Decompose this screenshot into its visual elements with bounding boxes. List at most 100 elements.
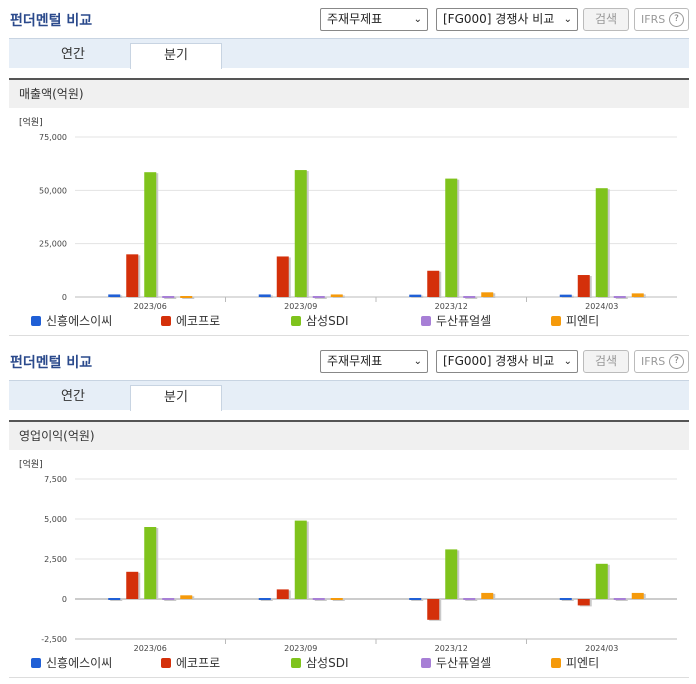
compare-select[interactable]: [FG000] 경쟁사 비교 ⌄ bbox=[436, 350, 578, 373]
y-tick-label: -2,500 bbox=[41, 635, 67, 644]
legend-label: 피엔티 bbox=[566, 314, 600, 328]
legend-label: 삼성SDI bbox=[306, 314, 349, 328]
bar bbox=[108, 598, 121, 600]
compare-select-value: [FG000] 경쟁사 비교 bbox=[443, 12, 555, 26]
bar bbox=[427, 599, 440, 620]
bar bbox=[481, 292, 494, 297]
legend-swatch bbox=[291, 316, 301, 326]
bar bbox=[180, 595, 193, 599]
y-tick-label: 25,000 bbox=[39, 240, 67, 249]
y-tick-label: 50,000 bbox=[39, 186, 67, 195]
bar bbox=[312, 296, 325, 298]
bar bbox=[631, 293, 644, 297]
y-tick-label: 0 bbox=[62, 595, 67, 604]
legend-swatch bbox=[31, 316, 41, 326]
bar bbox=[409, 598, 422, 600]
bar bbox=[144, 172, 157, 297]
bar bbox=[144, 527, 157, 599]
bar bbox=[294, 170, 307, 297]
search-button[interactable]: 검색 bbox=[583, 350, 629, 373]
legend-label: 에코프로 bbox=[176, 656, 221, 670]
ifrs-help-button[interactable]: IFRS ? bbox=[634, 350, 689, 373]
legend-swatch bbox=[31, 658, 41, 668]
y-tick-label: 75,000 bbox=[39, 133, 67, 142]
x-tick-label: 2024/03 bbox=[585, 302, 618, 310]
ifrs-label: IFRS bbox=[641, 13, 666, 26]
bar bbox=[463, 296, 476, 298]
legend-item[interactable]: 에코프로 bbox=[161, 655, 220, 671]
statement-select[interactable]: 주재무제표 ⌄ bbox=[320, 8, 428, 31]
x-tick-label: 2023/09 bbox=[284, 302, 317, 310]
legend-label: 신흥에스이씨 bbox=[46, 314, 113, 328]
bar bbox=[409, 294, 422, 297]
bar bbox=[162, 296, 175, 298]
fundamental-panel-operating-profit: 펀더멘털 비교 주재무제표 ⌄ [FG000] 경쟁사 비교 ⌄ 검색 IFRS… bbox=[0, 342, 696, 684]
unit-label: [억원] bbox=[19, 458, 43, 470]
period-tabs: 연간 분기 bbox=[9, 380, 689, 411]
bar bbox=[108, 294, 121, 297]
operating-profit-chart: [억원] 7,500 5,000 2,500 0 -2,500 2023/06 2023/09… bbox=[9, 452, 689, 678]
legend-label: 에코프로 bbox=[176, 314, 221, 328]
tab-quarterly[interactable]: 분기 bbox=[130, 385, 222, 411]
legend-swatch bbox=[291, 658, 301, 668]
legend-swatch bbox=[421, 316, 431, 326]
legend-item[interactable]: 피엔티 bbox=[551, 313, 599, 329]
tab-annual[interactable]: 연간 bbox=[61, 389, 85, 404]
legend-item[interactable]: 두산퓨얼셀 bbox=[421, 313, 491, 329]
x-tick-label: 2023/12 bbox=[435, 302, 468, 310]
chevron-down-icon: ⌄ bbox=[413, 14, 422, 25]
search-button[interactable]: 검색 bbox=[583, 8, 629, 31]
legend-item[interactable]: 신흥에스이씨 bbox=[31, 655, 112, 671]
x-tick-label: 2023/06 bbox=[134, 644, 167, 652]
legend-label: 피엔티 bbox=[566, 656, 600, 670]
bar bbox=[445, 549, 458, 599]
bar bbox=[276, 256, 289, 297]
legend-item[interactable]: 삼성SDI bbox=[291, 655, 348, 671]
statement-select-value: 주재무제표 bbox=[327, 354, 383, 368]
period-tabs: 연간 분기 bbox=[9, 38, 689, 69]
legend-item[interactable]: 에코프로 bbox=[161, 313, 220, 329]
section-title: 영업이익(억원) bbox=[9, 420, 689, 450]
legend-label: 두산퓨얼셀 bbox=[436, 314, 492, 328]
bar bbox=[258, 294, 271, 297]
statement-select-value: 주재무제표 bbox=[327, 12, 383, 26]
legend-item[interactable]: 두산퓨얼셀 bbox=[421, 655, 491, 671]
operating-profit-chart-svg: [억원]7,500 5,000 2,500 0 -2,500 2023/06 2023/09… bbox=[19, 458, 677, 653]
bar bbox=[294, 520, 307, 599]
bar bbox=[631, 592, 644, 599]
panel-title: 펀더멘털 비교 bbox=[10, 355, 93, 371]
bar bbox=[276, 589, 289, 599]
bar bbox=[330, 294, 343, 297]
x-tick-label: 2023/06 bbox=[134, 302, 167, 310]
chart-legend: 신흥에스이씨 에코프로 삼성SDI 두산퓨얼셀 피엔티 bbox=[31, 655, 671, 671]
legend-swatch bbox=[161, 316, 171, 326]
bar bbox=[613, 598, 626, 600]
tab-quarterly[interactable]: 분기 bbox=[130, 43, 222, 69]
statement-select[interactable]: 주재무제표 ⌄ bbox=[320, 350, 428, 373]
y-tick-label: 2,500 bbox=[44, 555, 67, 564]
bar bbox=[445, 178, 458, 297]
chevron-down-icon: ⌄ bbox=[563, 356, 572, 367]
panel-title: 펀더멘털 비교 bbox=[10, 13, 93, 29]
bar bbox=[330, 598, 343, 600]
ifrs-help-button[interactable]: IFRS ? bbox=[634, 8, 689, 31]
bar bbox=[595, 563, 608, 599]
compare-select[interactable]: [FG000] 경쟁사 비교 ⌄ bbox=[436, 8, 578, 31]
bar bbox=[559, 294, 572, 297]
tab-annual[interactable]: 연간 bbox=[61, 47, 85, 62]
y-tick-label: 5,000 bbox=[44, 515, 67, 524]
legend-swatch bbox=[551, 658, 561, 668]
help-icon: ? bbox=[669, 12, 684, 27]
chart-legend: 신흥에스이씨 에코프로 삼성SDI 두산퓨얼셀 피엔티 bbox=[31, 313, 671, 329]
legend-item[interactable]: 피엔티 bbox=[551, 655, 599, 671]
chevron-down-icon: ⌄ bbox=[563, 14, 572, 25]
legend-item[interactable]: 삼성SDI bbox=[291, 313, 348, 329]
help-icon: ? bbox=[669, 354, 684, 369]
bar bbox=[126, 254, 139, 297]
revenue-chart: [억원] 75,000 50,000 25,000 0 2023/06 2023/09 202… bbox=[9, 110, 689, 336]
bar bbox=[559, 598, 572, 600]
legend-swatch bbox=[161, 658, 171, 668]
legend-label: 신흥에스이씨 bbox=[46, 656, 113, 670]
ifrs-label: IFRS bbox=[641, 355, 666, 368]
legend-item[interactable]: 신흥에스이씨 bbox=[31, 313, 112, 329]
